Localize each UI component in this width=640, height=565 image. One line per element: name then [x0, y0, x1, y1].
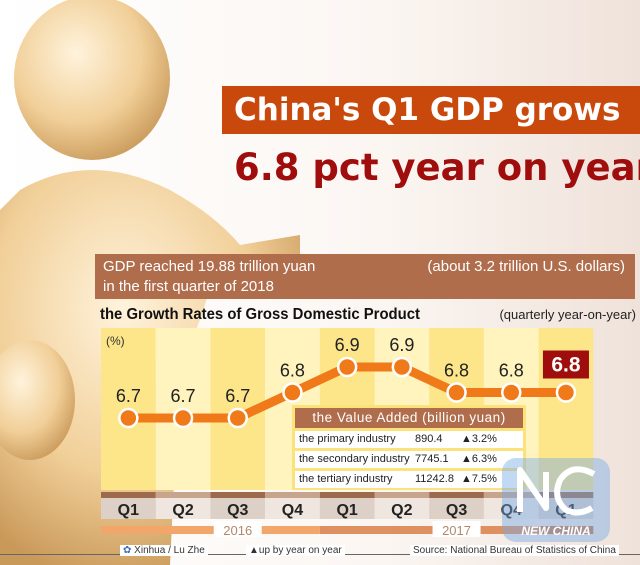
data-point — [501, 382, 522, 403]
nc-logo-icon — [517, 466, 596, 516]
quarter-strip — [429, 492, 484, 498]
industry-name: the primary industry — [299, 433, 396, 445]
table-row: the tertiary industry 11242.8 ▲7.5% — [295, 471, 523, 488]
x-tick-label: Q4 — [501, 502, 522, 519]
year-bar-2016 — [101, 526, 320, 534]
value-added-table: the Value Added (billion yuan) the prima… — [292, 405, 526, 490]
data-label: 6.7 — [116, 386, 141, 406]
year-label-bg — [213, 521, 262, 537]
quarter-cell — [483, 498, 539, 519]
quarter-strip — [538, 492, 594, 498]
year-bar-2018 — [538, 526, 594, 534]
quarter-strip — [319, 492, 375, 498]
new-china-watermark: NEW CHINA — [502, 458, 610, 542]
industry-name: the tertiary industry — [299, 473, 393, 485]
headline-line2: 6.8 pct year on year — [234, 146, 640, 189]
chart-title: the Growth Rates of Gross Domestic Produ… — [100, 306, 420, 323]
value-added-title: the Value Added (billion yuan) — [295, 408, 523, 428]
quarter-strip — [101, 492, 156, 498]
x-tick-label: Q2 — [172, 502, 193, 519]
info-right: (about 3.2 trillion U.S. dollars) — [427, 258, 625, 275]
data-label: 6.7 — [171, 386, 196, 406]
data-point — [391, 356, 413, 378]
data-label: 6.8 — [551, 354, 581, 377]
quarter-cell — [374, 498, 430, 519]
industry-change: ▲7.5% — [461, 473, 497, 485]
industry-value: 7745.1 — [415, 453, 449, 465]
y-axis-label: (%) — [106, 334, 125, 348]
info-left2: in the first quarter of 2018 — [103, 278, 274, 295]
x-tick-label: Q1 — [118, 502, 139, 519]
data-point — [555, 382, 577, 403]
x-tick-label: Q3 — [446, 502, 467, 519]
year-label: 2016 — [223, 523, 252, 538]
data-label: 6.8 — [499, 361, 524, 381]
industry-value: 11242.8 — [415, 473, 454, 485]
data-point — [446, 382, 467, 403]
footer: ✿ Xinhua / Lu Zhe ▲up by year on year So… — [0, 545, 640, 563]
quarter-cell — [319, 498, 375, 519]
table-row: the secondary industry 7745.1 ▲6.3% — [295, 451, 523, 468]
legend-note: ▲up by year on year — [246, 545, 345, 556]
data-label: 6.8 — [280, 361, 305, 381]
quarter-cell — [155, 498, 211, 519]
industry-change: ▲6.3% — [461, 453, 497, 465]
quarter-strip — [483, 492, 539, 498]
data-label: 6.8 — [444, 361, 469, 381]
year-label: 2017 — [442, 523, 471, 538]
x-tick-label: Q2 — [391, 502, 412, 519]
watermark-text: NEW CHINA — [521, 524, 591, 538]
quarter-cell — [101, 498, 156, 519]
quarter-cell — [265, 498, 320, 519]
xinhua-logo-icon: ✿ — [123, 545, 132, 556]
data-point — [282, 382, 303, 403]
year-label-bg — [432, 521, 481, 537]
data-point — [118, 407, 139, 429]
x-tick-label: Q4 — [282, 502, 303, 519]
table-row: the primary industry 890.4 ▲3.2% — [295, 431, 523, 448]
data-point — [336, 356, 358, 378]
highlight-box — [542, 350, 589, 379]
quarter-strip — [265, 492, 320, 498]
quarter-cell — [210, 498, 266, 519]
credit-text: Xinhua / Lu Zhe — [134, 545, 205, 556]
source-note: Source: National Bureau of Statistics of… — [410, 545, 619, 556]
info-left: GDP reached 19.88 trillion yuan — [103, 258, 316, 275]
quarter-strip — [374, 492, 430, 498]
year-bar-2017 — [319, 526, 539, 534]
headline-line1: China's Q1 GDP grows — [222, 86, 640, 134]
x-tick-label: Q3 — [227, 502, 248, 519]
data-label: 6.7 — [225, 386, 250, 406]
gdp-info-box: GDP reached 19.88 trillion yuan in the f… — [95, 254, 635, 299]
x-tick-label: Q1 — [336, 502, 357, 519]
credit: ✿ Xinhua / Lu Zhe — [120, 545, 208, 556]
quarter-strip — [155, 492, 211, 498]
industry-change: ▲3.2% — [461, 433, 497, 445]
data-label: 6.9 — [389, 335, 414, 355]
chart-subtitle: (quarterly year-on-year) — [499, 307, 636, 322]
data-point — [227, 407, 248, 429]
quarter-strip — [210, 492, 266, 498]
data-point — [172, 407, 194, 429]
industry-name: the secondary industry — [299, 453, 410, 465]
data-label: 6.9 — [335, 335, 360, 355]
industry-value: 890.4 — [415, 433, 443, 445]
quarter-cell — [429, 498, 484, 519]
